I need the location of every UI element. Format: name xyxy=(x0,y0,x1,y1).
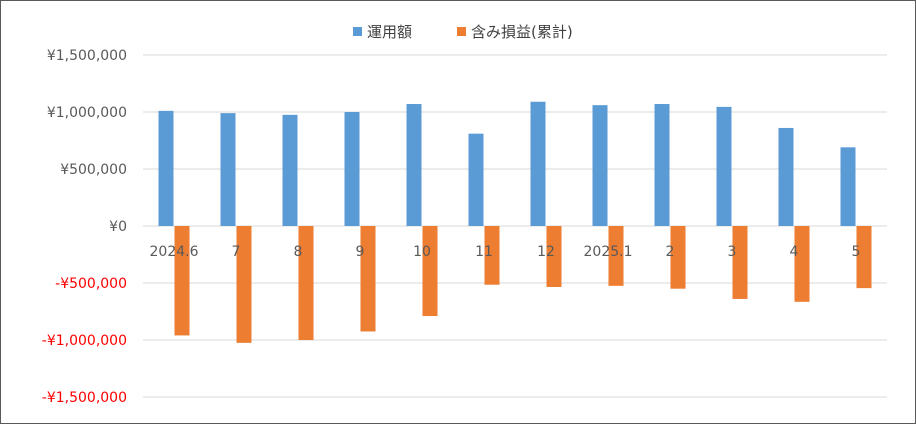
legend-swatch xyxy=(353,27,362,36)
category-label: 3 xyxy=(728,244,737,260)
bar-unyougaku xyxy=(654,104,670,226)
category-label: 5 xyxy=(852,244,861,260)
bar-fukumi-soneki xyxy=(174,226,190,336)
bar-fukumi-soneki xyxy=(298,226,314,340)
bar-fukumi-soneki xyxy=(236,226,252,343)
bar-fukumi-soneki xyxy=(546,226,562,287)
bar-unyougaku xyxy=(344,112,360,226)
legend-swatch xyxy=(457,27,466,36)
bar-unyougaku xyxy=(158,110,174,226)
category-label: 2025.1 xyxy=(584,244,633,260)
category-label: 8 xyxy=(294,244,303,260)
y-tick-label: ¥1,500,000 xyxy=(47,48,127,64)
category-labels: 2024.6 7 8 9 10 11 12 2025.1 2 3 4 5 xyxy=(150,244,861,260)
bars xyxy=(158,101,872,343)
category-label: 12 xyxy=(537,244,555,260)
legend-label: 運用額 xyxy=(367,23,412,41)
bar-fukumi-soneki xyxy=(670,226,686,289)
y-tick-label: -¥1,500,000 xyxy=(42,390,127,406)
bar-fukumi-soneki xyxy=(856,226,872,289)
bar-unyougaku xyxy=(468,133,484,226)
category-label: 10 xyxy=(413,244,431,260)
category-label: 2 xyxy=(666,244,675,260)
y-tick-label: ¥0 xyxy=(109,219,127,235)
bar-unyougaku xyxy=(220,113,236,226)
category-label: 4 xyxy=(790,244,799,260)
y-tick-label: ¥500,000 xyxy=(60,162,127,178)
category-label: 7 xyxy=(232,244,241,260)
bar-fukumi-soneki xyxy=(484,226,500,285)
category-label: 11 xyxy=(475,244,493,260)
bar-unyougaku xyxy=(716,106,732,226)
legend-label: 含み損益(累計) xyxy=(471,23,573,41)
category-label: 2024.6 xyxy=(150,244,199,260)
legend: 運用額 含み損益(累計) xyxy=(353,23,573,41)
bar-fukumi-soneki xyxy=(360,226,376,332)
bar-fukumi-soneki xyxy=(422,226,438,317)
category-label: 9 xyxy=(356,244,365,260)
bar-unyougaku xyxy=(778,127,794,226)
y-axis-tick-labels: ¥1,500,000 ¥1,000,000 ¥500,000 ¥0 -¥500,000 -… xyxy=(42,48,127,406)
y-tick-label: ¥1,000,000 xyxy=(47,105,127,121)
bar-unyougaku xyxy=(282,114,298,226)
bar-fukumi-soneki xyxy=(608,226,624,286)
bar-unyougaku xyxy=(406,104,422,226)
y-tick-label: -¥500,000 xyxy=(55,276,127,292)
bar-fukumi-soneki xyxy=(732,226,748,299)
gridlines xyxy=(143,54,887,398)
bar-fukumi-soneki xyxy=(794,226,810,302)
bar-unyougaku xyxy=(592,105,608,226)
y-tick-label: -¥1,000,000 xyxy=(42,333,127,349)
bar-unyougaku xyxy=(530,101,546,226)
bar-unyougaku xyxy=(840,147,856,226)
